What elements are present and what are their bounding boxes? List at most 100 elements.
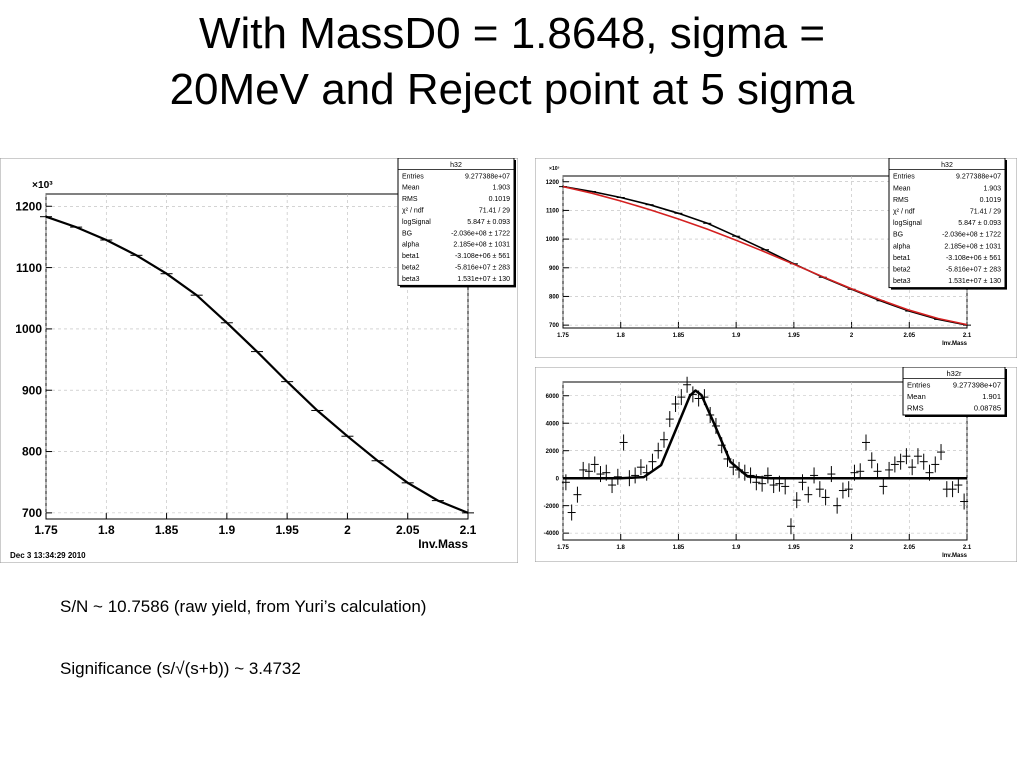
x-tick-label: 1.8 (98, 523, 115, 537)
stats-box-row-value: 5.847 ± 0.093 (958, 220, 1001, 227)
stats-box-row-label: χ² / ndf (893, 209, 915, 216)
stats-box-frame (902, 366, 1006, 416)
stats-box-row-label: beta1 (402, 253, 420, 260)
stats-box-row-value: 2.185e+08 ± 1031 (944, 243, 1001, 250)
y-tick-label: -2000 (544, 504, 560, 510)
stats-box-title: h32r (946, 369, 962, 378)
stats-box-row-value: 71.41 / 29 (479, 208, 510, 215)
x-axis-label: Inv.Mass (942, 553, 968, 559)
stats-box-row-value: -5.816e+07 ± 283 (455, 265, 510, 272)
x-tick-label: 1.75 (34, 523, 58, 537)
stats-box-frame (397, 157, 515, 286)
y-tick-label: 900 (549, 266, 560, 272)
stats-box: h32 Entries 9.277388e+07 Mean 1.903 RMS 0.1019… (888, 157, 1007, 290)
x-tick-label: 1.95 (788, 333, 800, 339)
series-group (559, 185, 971, 326)
stats-box-row-value: 1.531e+07 ± 130 (948, 278, 1001, 285)
stats-box: h32 Entries 9.277388e+07 Mean 1.903 RMS 0.1019… (397, 157, 516, 288)
y-tick-label: 700 (549, 323, 560, 329)
x-tick-label: 1.85 (673, 545, 685, 551)
y-tick-label: 6000 (546, 394, 560, 400)
residual-chart: 1.75 1.8 1.85 1.9 1.95 2 2.05 2.1 -4000 -2000 0 200… (534, 366, 1018, 563)
stats-box-row-value: 1.531e+07 ± 130 (457, 276, 510, 283)
x-tick-label: 1.85 (155, 523, 179, 537)
y-tick-label: 1000 (546, 237, 560, 243)
gaussian-fit-line (563, 389, 967, 480)
x-tick-label: 2.05 (396, 523, 420, 537)
series-group (40, 215, 474, 514)
stats-box-title: h32 (941, 162, 953, 169)
overlay-fit-chart: 1.75 1.8 1.85 1.9 1.95 2 2.05 2.1 700 800 900 1000 1… (534, 157, 1018, 359)
x-tick-label: 1.95 (275, 523, 299, 537)
stats-box-row-value: 0.1019 (489, 196, 511, 203)
stats-box-row-label: beta3 (893, 278, 911, 285)
x-tick-label: 1.75 (557, 545, 569, 551)
stats-box-row-value: -3.108e+06 ± 561 (455, 253, 510, 260)
stats-box-row-label: BG (893, 232, 903, 239)
x-tick-label: 1.95 (788, 545, 800, 551)
y-multiplier-label: ×10³ (549, 166, 560, 172)
slide-title: With MassD0 = 1.8648, sigma = 20MeV and … (40, 6, 984, 118)
stats-box-row-value: 1.903 (492, 185, 510, 192)
slide-title-line1: With MassD0 = 1.8648, sigma = (198, 9, 826, 58)
stats-box-row-value: 9.277388e+07 (465, 173, 510, 180)
stats-box-row-value: 0.1019 (980, 197, 1002, 204)
stats-box-row-label: RMS (893, 197, 909, 204)
stats-box-row-label: beta1 (893, 255, 911, 262)
stats-box-row-value: 9.277398e+07 (953, 381, 1001, 390)
x-tick-label: 1.8 (617, 545, 626, 551)
y-multiplier-label: ×10³ (32, 180, 53, 191)
stats-box-row-label: logSignal (402, 219, 431, 226)
stats-box-row-value: 9.277388e+07 (956, 174, 1001, 181)
y-tick-label: 0 (556, 476, 560, 482)
stats-box-row-value: 1.903 (983, 185, 1001, 192)
y-tick-label: 1200 (546, 180, 560, 186)
x-axis-label: Inv.Mass (942, 341, 968, 347)
stats-box-row-label: Entries (893, 174, 915, 181)
x-tick-label: 1.9 (732, 333, 741, 339)
stats-box: h32r Entries 9.277398e+07 Mean 1.901 RMS 0.087… (902, 366, 1007, 417)
stats-box-row-label: BG (402, 230, 412, 237)
x-tick-label: 2.05 (903, 333, 915, 339)
x-tick-label: 2.1 (460, 523, 477, 537)
stats-box-row-value: -5.816e+07 ± 283 (946, 267, 1001, 274)
overlay-fit-chart-svg: 1.75 1.8 1.85 1.9 1.95 2 2.05 2.1 700 800 900 1000 1… (534, 157, 1018, 359)
stats-box-title: h32 (450, 162, 462, 169)
main-fit-chart-svg: 1.75 1.8 1.85 1.9 1.95 2 2.05 2.1 700 800 900 1000 1… (0, 157, 519, 564)
stats-box-row-label: alpha (402, 242, 419, 249)
stats-box-row-value: 71.41 / 29 (970, 209, 1001, 216)
stats-box-row-label: Mean (402, 185, 420, 192)
y-tick-label: 900 (22, 383, 42, 397)
y-tick-label: -4000 (544, 531, 560, 537)
stats-box-row-value: -2.036e+08 ± 1722 (942, 232, 1001, 239)
stats-box-row-label: RMS (402, 196, 418, 203)
x-tick-label: 2 (344, 523, 351, 537)
y-tick-label: 1100 (16, 261, 42, 275)
stats-box-row-value: -3.108e+06 ± 561 (946, 255, 1001, 262)
x-tick-label: 1.8 (617, 333, 626, 339)
stats-box-row-label: Mean (893, 185, 911, 192)
stats-box-frame (888, 157, 1006, 289)
stats-box-row-label: RMS (907, 404, 924, 413)
y-tick-label: 800 (22, 445, 42, 459)
stats-box-row-value: 0.08785 (974, 404, 1001, 413)
slide-title-line2: 20MeV and Reject point at 5 sigma (169, 65, 855, 114)
signal-to-noise-text: S/N ~ 10.7586 (raw yield, from Yuri’s ca… (60, 597, 427, 616)
stats-box-row-label: Entries (402, 173, 424, 180)
stats-box-row-value: 5.847 ± 0.093 (467, 219, 510, 226)
x-tick-label: 1.9 (732, 545, 741, 551)
x-tick-label: 2.05 (903, 545, 915, 551)
y-tick-label: 1200 (15, 199, 42, 213)
stats-box-row-value: 1.901 (982, 392, 1001, 401)
stats-box-row-label: χ² / ndf (402, 208, 424, 215)
stats-box-row-value: -2.036e+08 ± 1722 (451, 230, 510, 237)
stats-box-row-label: alpha (893, 243, 910, 250)
x-tick-label: 1.85 (673, 333, 685, 339)
stats-box-row-value: 2.185e+08 ± 1031 (453, 242, 510, 249)
fit-line (562, 185, 968, 326)
stats-box-row-label: beta2 (402, 265, 420, 272)
x-tick-label: 2 (850, 545, 854, 551)
stats-box-row-label: Mean (907, 392, 926, 401)
stats-box-row-label: Entries (907, 381, 931, 390)
y-tick-label: 700 (22, 506, 42, 520)
